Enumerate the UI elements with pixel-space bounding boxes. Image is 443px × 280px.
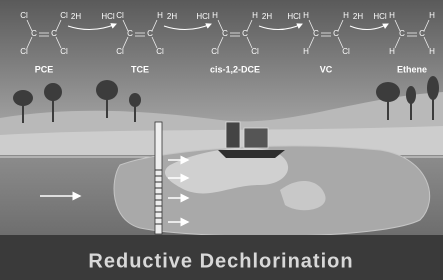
compound-name: Ethene — [397, 64, 427, 74]
carbon-label: C — [31, 29, 37, 38]
atom-label: Cl — [156, 47, 164, 56]
atom-label: H — [389, 11, 395, 20]
atom-label: H — [343, 11, 349, 20]
carbon-label: C — [51, 29, 57, 38]
atom-label: Cl — [251, 47, 259, 56]
carbon-label: C — [419, 29, 425, 38]
product-label: HCl — [101, 12, 115, 21]
atom-label: H — [212, 11, 218, 20]
reactant-label: 2H — [71, 12, 81, 21]
atom-label: Cl — [20, 11, 28, 20]
reactant-label: 2H — [353, 12, 363, 21]
carbon-label: C — [333, 29, 339, 38]
carbon-label: C — [242, 29, 248, 38]
title: Reductive Dechlorination — [88, 250, 353, 272]
product-label: HCl — [287, 12, 301, 21]
product-label: HCl — [373, 12, 387, 21]
atom-label: Cl — [20, 47, 28, 56]
atom-label: H — [429, 47, 435, 56]
atom-label: Cl — [342, 47, 350, 56]
product-label: HCl — [196, 12, 210, 21]
carbon-label: C — [127, 29, 133, 38]
carbon-label: C — [147, 29, 153, 38]
compound-name: cis-1,2-DCE — [210, 64, 260, 74]
compound-name: TCE — [131, 64, 149, 74]
atom-label: H — [252, 11, 258, 20]
atom-label: Cl — [116, 11, 124, 20]
atom-label: H — [303, 11, 309, 20]
carbon-label: C — [399, 29, 405, 38]
carbon-label: C — [222, 29, 228, 38]
carbon-label: C — [313, 29, 319, 38]
well — [155, 122, 162, 234]
atom-label: H — [303, 47, 309, 56]
compound-name: VC — [320, 64, 333, 74]
atom-label: Cl — [60, 47, 68, 56]
atom-label: Cl — [211, 47, 219, 56]
reactant-label: 2H — [167, 12, 177, 21]
compound-name: PCE — [35, 64, 54, 74]
atom-label: H — [157, 11, 163, 20]
atom-label: Cl — [116, 47, 124, 56]
atom-label: H — [429, 11, 435, 20]
illustration: Reductive Dechlorination ClClClClCCPCECl… — [0, 0, 443, 280]
reactant-label: 2H — [262, 12, 272, 21]
atom-label: H — [389, 47, 395, 56]
atom-label: Cl — [60, 11, 68, 20]
